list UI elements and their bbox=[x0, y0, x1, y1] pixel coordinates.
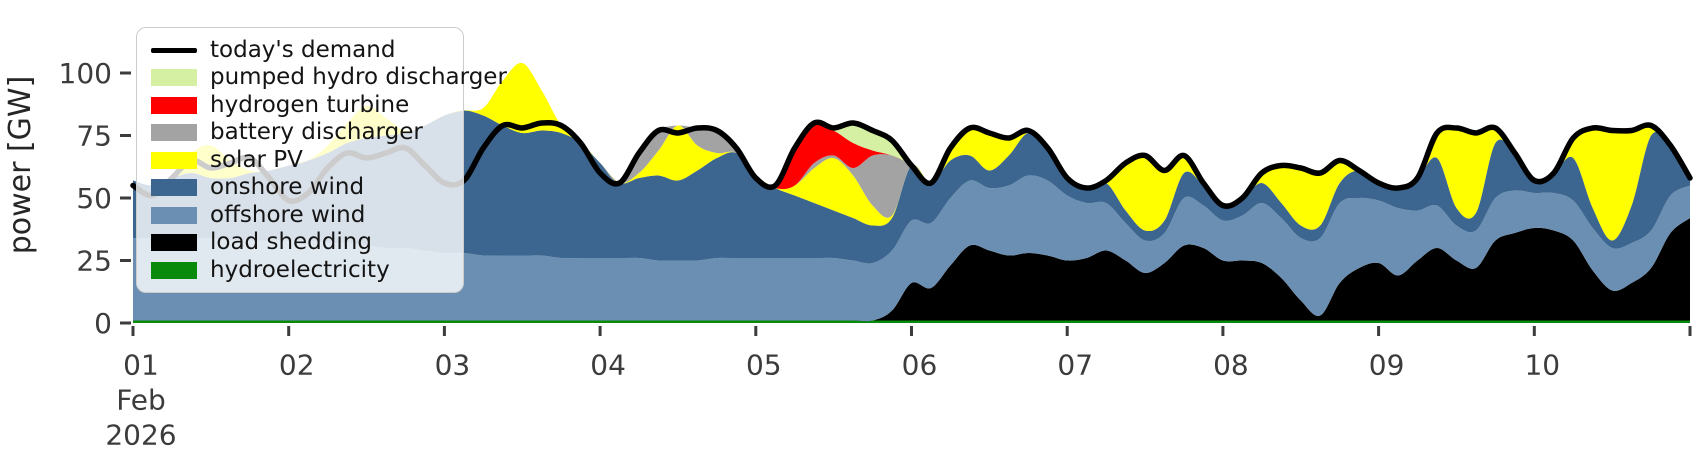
x-tick-label: 03 bbox=[435, 348, 471, 381]
legend: today's demand pumped hydro discharger hyd… bbox=[136, 27, 507, 293]
legend-item-hydrogen-turbine: hydrogen turbine bbox=[151, 92, 451, 118]
x-tick-sublabel: Feb bbox=[116, 383, 166, 416]
x-tick-label: 01 bbox=[123, 348, 159, 381]
legend-label: load shedding bbox=[210, 229, 372, 255]
x-tick-sublabel: 2026 bbox=[105, 418, 176, 451]
y-tick-label: 50 bbox=[76, 182, 112, 215]
legend-item-offshore-wind: offshore wind bbox=[151, 202, 451, 228]
x-tick-label: 08 bbox=[1213, 348, 1249, 381]
offshore-wind-swatch bbox=[151, 206, 197, 224]
legend-item-hydroelectricity: hydroelectricity bbox=[151, 257, 451, 283]
area-hydroelectricity bbox=[133, 320, 1690, 323]
x-tick-label: 10 bbox=[1524, 348, 1560, 381]
onshore-wind-swatch bbox=[151, 179, 197, 196]
legend-item-today-s-demand: today's demand bbox=[151, 37, 451, 63]
area-offshore-wind bbox=[133, 175, 1690, 322]
y-tick-label: 0 bbox=[94, 307, 112, 340]
load-shedding-swatch bbox=[151, 234, 197, 251]
legend-label: battery discharger bbox=[210, 119, 423, 145]
legend-item-solar-pv: solar PV bbox=[151, 147, 451, 173]
x-tick-label: 05 bbox=[746, 348, 782, 381]
pumped-hydro-discharger-swatch bbox=[151, 69, 197, 86]
legend-label: hydrogen turbine bbox=[210, 91, 410, 118]
area-load-shedding bbox=[133, 218, 1690, 322]
x-tick-label: 07 bbox=[1057, 348, 1093, 381]
x-tick-label: 09 bbox=[1369, 348, 1405, 381]
legend-item-pumped-hydro-discharger: pumped hydro discharger bbox=[151, 65, 507, 91]
solar-pv-swatch bbox=[151, 151, 197, 169]
today-s-demand-swatch-line bbox=[151, 47, 197, 53]
legend-label: pumped hydro discharger bbox=[210, 64, 507, 90]
legend-label: solar PV bbox=[210, 146, 303, 173]
y-tick-label: 100 bbox=[59, 57, 112, 90]
hydroelectricity-swatch bbox=[151, 261, 197, 279]
x-tick-label: 02 bbox=[279, 348, 315, 381]
area-onshore-wind bbox=[133, 110, 1690, 264]
hydrogen-turbine-swatch bbox=[151, 96, 197, 114]
legend-label: hydroelectricity bbox=[210, 256, 390, 283]
y-tick-label: 75 bbox=[76, 120, 112, 153]
legend-item-onshore-wind: onshore wind bbox=[151, 175, 451, 201]
y-axis-label: power [GW] bbox=[3, 76, 38, 255]
legend-label: today's demand bbox=[210, 36, 396, 63]
battery-discharger-swatch bbox=[151, 124, 197, 141]
legend-item-load-shedding: load shedding bbox=[151, 230, 451, 256]
legend-label: offshore wind bbox=[210, 201, 366, 228]
legend-label: onshore wind bbox=[210, 174, 365, 200]
area-solar-pv bbox=[133, 62, 1690, 241]
y-tick-label: 25 bbox=[76, 245, 112, 278]
legend-item-battery-discharger: battery discharger bbox=[151, 120, 451, 146]
x-tick-label: 04 bbox=[590, 348, 626, 381]
x-tick-label: 06 bbox=[902, 348, 938, 381]
